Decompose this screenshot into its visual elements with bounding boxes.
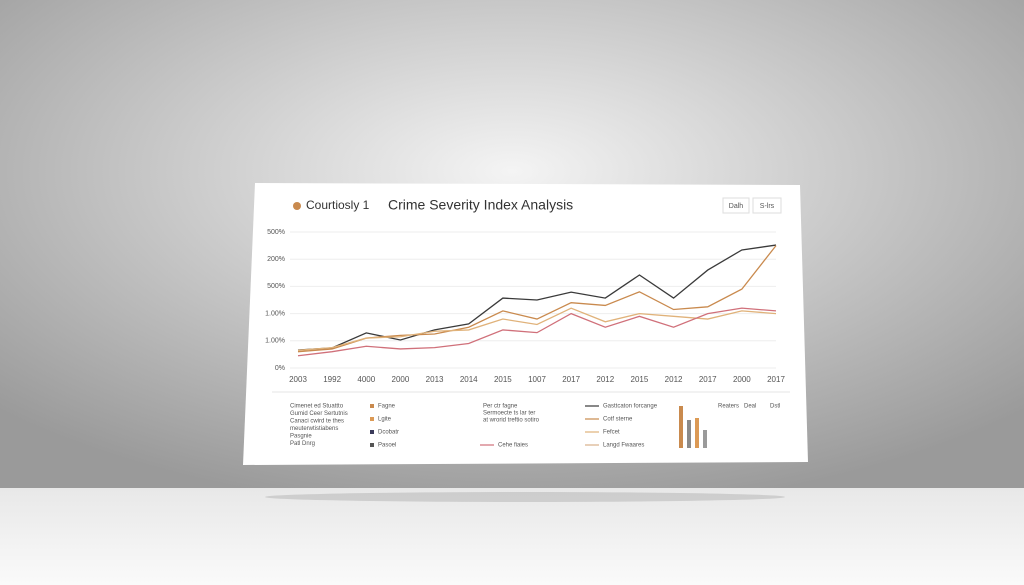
x-tick-label: 2017 <box>767 375 785 384</box>
table-header: Dstl <box>770 404 780 410</box>
y-tick-label: 200% <box>267 256 285 263</box>
series-line <box>297 244 777 351</box>
note: Per ctr fagne <box>483 404 518 410</box>
x-tick-label: 2014 <box>460 375 478 384</box>
key-label: Dcobatr <box>378 430 399 436</box>
button[interactable] <box>752 197 782 214</box>
card <box>243 183 808 465</box>
button-label[interactable]: Dalh <box>729 203 744 210</box>
badge <box>293 202 301 210</box>
legend-label: Gasttcaton forcange <box>603 404 658 410</box>
x-tick-label: 1007 <box>528 375 546 384</box>
x-tick-label: 2012 <box>665 375 683 384</box>
key-swatch <box>370 443 374 447</box>
shadow <box>265 492 785 502</box>
table-header: Reaters <box>718 404 739 410</box>
x-tick-label: 2017 <box>699 375 717 384</box>
note: Patl Dnrg <box>290 441 315 447</box>
y-tick-label: 1.00% <box>265 338 285 345</box>
x-tick-label: 4000 <box>357 375 375 384</box>
key-label: Lgite <box>378 417 392 423</box>
key-label: Fagne <box>378 404 396 410</box>
bar <box>679 406 683 448</box>
legend-label: Langd Fwaares <box>603 443 644 449</box>
key-label: Pasoel <box>378 443 396 449</box>
x-tick-label: 2017 <box>562 375 580 384</box>
legend-label: Fefcet <box>603 430 620 436</box>
legend-label: Cehe fiaies <box>498 443 528 449</box>
table-header: Deal <box>744 404 756 410</box>
note: meuterwtistiabens <box>290 426 338 432</box>
x-tick-label: 1992 <box>323 375 341 384</box>
floor <box>0 488 1024 585</box>
note: Sermoecte ts lar ter <box>483 411 535 417</box>
bar <box>703 430 707 448</box>
bar <box>695 418 699 448</box>
series-line <box>297 307 777 357</box>
note: at wrorid treftio sotiro <box>483 418 540 424</box>
label: Courtiosly 1 <box>306 198 370 212</box>
x-tick-label: 2015 <box>631 375 649 384</box>
x-tick-label: 2015 <box>494 375 512 384</box>
bar <box>687 420 691 448</box>
x-tick-label: 2013 <box>426 375 444 384</box>
button[interactable] <box>722 197 750 214</box>
key-swatch <box>370 404 374 408</box>
chart-title: Crime Severity Index Analysis <box>388 197 573 213</box>
x-tick-label: 2012 <box>596 375 614 384</box>
note: Canaci cwird te thes <box>290 419 344 425</box>
note: Pasgnie <box>290 434 312 440</box>
key-swatch <box>370 417 374 421</box>
note: Cimenet ed Stuattto <box>290 404 344 410</box>
y-tick-label: 1.00% <box>265 310 285 317</box>
y-tick-label: 0% <box>275 365 285 372</box>
button-label[interactable]: S-lrs <box>760 203 775 210</box>
legend-label: Cotf sterne <box>603 417 633 423</box>
x-tick-label: 2000 <box>733 375 751 384</box>
x-tick-label: 2003 <box>289 375 307 384</box>
y-tick-label: 500% <box>267 229 285 236</box>
y-tick-label: 500% <box>267 283 285 290</box>
note: Gumid Ceer Sertutnis <box>290 411 348 417</box>
key-swatch <box>370 430 374 434</box>
x-tick-label: 2000 <box>392 375 410 384</box>
